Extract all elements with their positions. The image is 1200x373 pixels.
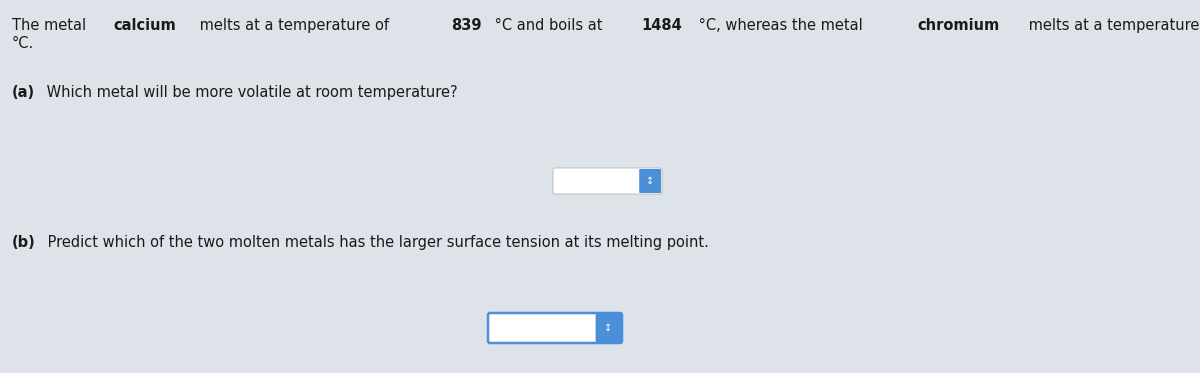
FancyBboxPatch shape: [595, 314, 622, 342]
Text: 1484: 1484: [641, 18, 682, 33]
FancyBboxPatch shape: [553, 168, 662, 194]
Text: (a): (a): [12, 85, 35, 100]
Text: (b): (b): [12, 235, 36, 250]
Text: °C.: °C.: [12, 36, 35, 51]
FancyBboxPatch shape: [488, 313, 622, 343]
FancyBboxPatch shape: [640, 169, 661, 193]
Text: °C, whereas the metal: °C, whereas the metal: [694, 18, 868, 33]
Text: melts at a temperature of: melts at a temperature of: [194, 18, 394, 33]
Text: °C and boils at: °C and boils at: [491, 18, 607, 33]
Text: ↕: ↕: [605, 323, 612, 333]
Text: 839: 839: [451, 18, 481, 33]
Text: chromium: chromium: [918, 18, 1000, 33]
Text: The metal: The metal: [12, 18, 91, 33]
Text: calcium: calcium: [114, 18, 176, 33]
Text: ↕: ↕: [646, 176, 654, 186]
Text: Which metal will be more volatile at room temperature?: Which metal will be more volatile at roo…: [42, 85, 457, 100]
Text: melts at a temperature of: melts at a temperature of: [1024, 18, 1200, 33]
Text: Predict which of the two molten metals has the larger surface tension at its mel: Predict which of the two molten metals h…: [43, 235, 708, 250]
